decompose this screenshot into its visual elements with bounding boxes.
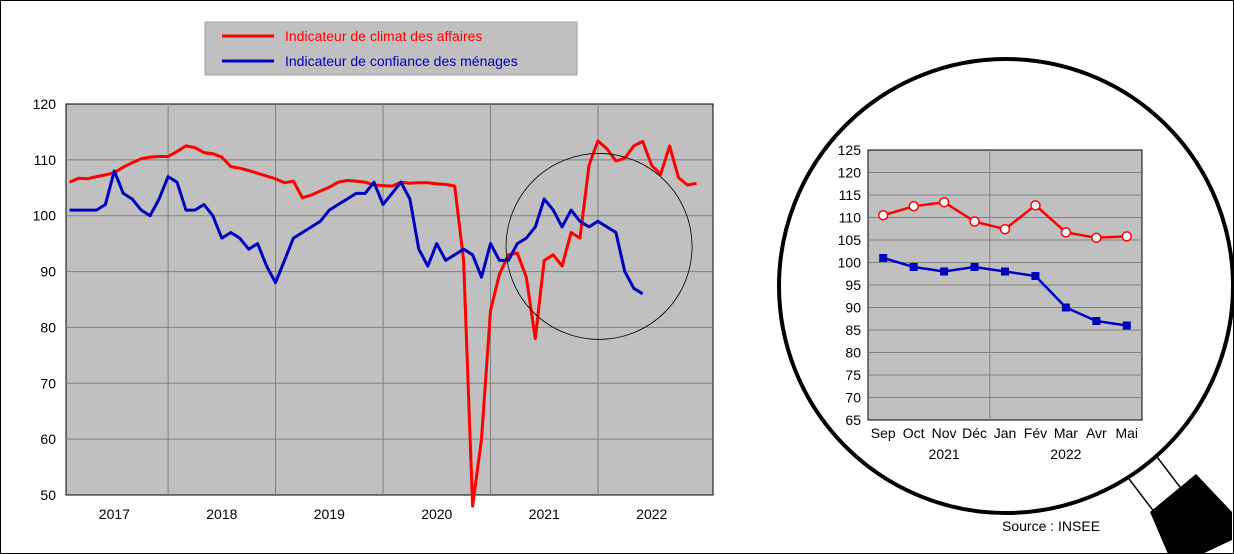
zoom-point-business-climate: [1060, 227, 1072, 238]
zoom-gridlines: [868, 150, 1142, 420]
legend: Indicateur de climat des affaires Indica…: [204, 21, 578, 76]
zoom-point-household-confidence: [1122, 321, 1131, 330]
main-plot-area: [65, 103, 714, 496]
zoom-y-tick-label: 65: [845, 412, 861, 428]
main-x-tick-label: 2021: [529, 506, 560, 522]
zoom-point-household-confidence: [1001, 267, 1009, 276]
zoom-point-household-confidence: [1031, 272, 1040, 280]
zoom-y-tick-label: 80: [845, 345, 861, 361]
zoom-x-tick-label: Mar: [1054, 425, 1078, 441]
main-y-tick-label: 70: [40, 375, 56, 391]
zoom-x-tick-label: Nov: [932, 425, 957, 441]
zoom-y-tick-label: 85: [845, 322, 861, 338]
series-line-household-confidence: [69, 169, 644, 296]
zoom-point-business-climate: [908, 201, 919, 212]
main-y-tick-label: 100: [33, 208, 57, 224]
zoom-x-tick-label: Jan: [994, 425, 1017, 441]
zoom-y-tick-label: 90: [845, 300, 861, 316]
zoom-y-tick-label: 110: [839, 210, 862, 226]
main-x-tick-label: 2017: [99, 506, 130, 522]
zoom-point-business-climate: [999, 223, 1011, 235]
zoom-x-tick-label: Mai: [1115, 425, 1138, 441]
main-y-tick-label: 90: [40, 264, 56, 280]
zoom-point-business-climate: [969, 216, 980, 227]
legend-label-household: Indicateur de confiance des ménages: [285, 53, 518, 69]
zoom-point-household-confidence: [879, 254, 888, 262]
zoom-y-tick-label: 75: [845, 367, 861, 383]
main-y-tick-label: 80: [40, 319, 56, 335]
zoom-y-tick-label: 115: [839, 187, 862, 203]
zoom-point-business-climate: [877, 210, 889, 221]
zoom-callout-circle: [505, 153, 693, 340]
zoom-point-household-confidence: [1061, 303, 1070, 312]
zoom-y-tick-label: 95: [845, 277, 861, 293]
main-chart: 120 110 100 90 80 70 60 50 2017 2018 2019 2020 2021…: [33, 96, 714, 522]
source-note: Source : INSEE: [1002, 518, 1100, 534]
series-line-business-climate: [68, 139, 697, 508]
zoom-year-label: 2022: [1050, 446, 1081, 462]
main-y-axis: 120 110 100 90 80 70 60 50: [33, 96, 57, 503]
zoom-x-tick-label: Déc: [962, 425, 987, 441]
zoom-year-label: 2021: [929, 446, 960, 462]
main-y-tick-label: 110: [34, 152, 57, 168]
zoom-series: [877, 196, 1133, 330]
main-x-tick-label: 2022: [636, 506, 667, 522]
zoom-point-business-climate: [1121, 231, 1133, 242]
legend-box: [204, 21, 578, 76]
main-x-tick-label: 2020: [421, 506, 452, 522]
zoom-x-tick-label: Avr: [1086, 425, 1107, 441]
main-y-tick-label: 60: [40, 431, 56, 447]
main-gridlines: [66, 104, 713, 495]
main-x-tick-label: 2018: [206, 506, 237, 522]
zoom-y-tick-label: 120: [838, 165, 862, 181]
main-series: [68, 139, 697, 508]
zoom-y-tick-label: 105: [838, 232, 862, 248]
zoom-chart: 125 120 115 110 105 100 95 90 85 80 75 70 65 Sep Oct N…: [838, 142, 1143, 462]
zoom-x-tick-label: Fév: [1024, 425, 1047, 441]
zoom-x-axis: Sep Oct Nov Déc Jan Fév Mar Avr Mai 2021 2022: [871, 425, 1138, 462]
main-y-tick-label: 120: [33, 96, 57, 112]
zoom-x-tick-label: Oct: [903, 425, 925, 441]
main-x-tick-label: 2019: [314, 506, 345, 522]
zoom-y-axis: 125 120 115 110 105 100 95 90 85 80 75 70 65: [838, 142, 862, 428]
zoom-point-business-climate: [1030, 200, 1041, 211]
zoom-point-business-climate: [938, 196, 950, 208]
zoom-y-tick-label: 100: [838, 255, 862, 271]
zoom-y-tick-label: 70: [845, 390, 861, 406]
zoom-point-household-confidence: [970, 263, 979, 271]
zoom-point-household-confidence: [1092, 317, 1101, 325]
zoom-x-tick-label: Sep: [871, 425, 896, 441]
main-x-axis: 2017 2018 2019 2020 2021 2022: [99, 506, 668, 522]
legend-label-business: Indicateur de climat des affaires: [285, 28, 482, 44]
zoom-point-household-confidence: [909, 263, 918, 271]
zoom-point-household-confidence: [940, 267, 949, 276]
main-y-tick-label: 50: [40, 487, 56, 503]
zoom-y-tick-label: 125: [838, 142, 862, 158]
zoom-point-business-climate: [1091, 232, 1102, 243]
